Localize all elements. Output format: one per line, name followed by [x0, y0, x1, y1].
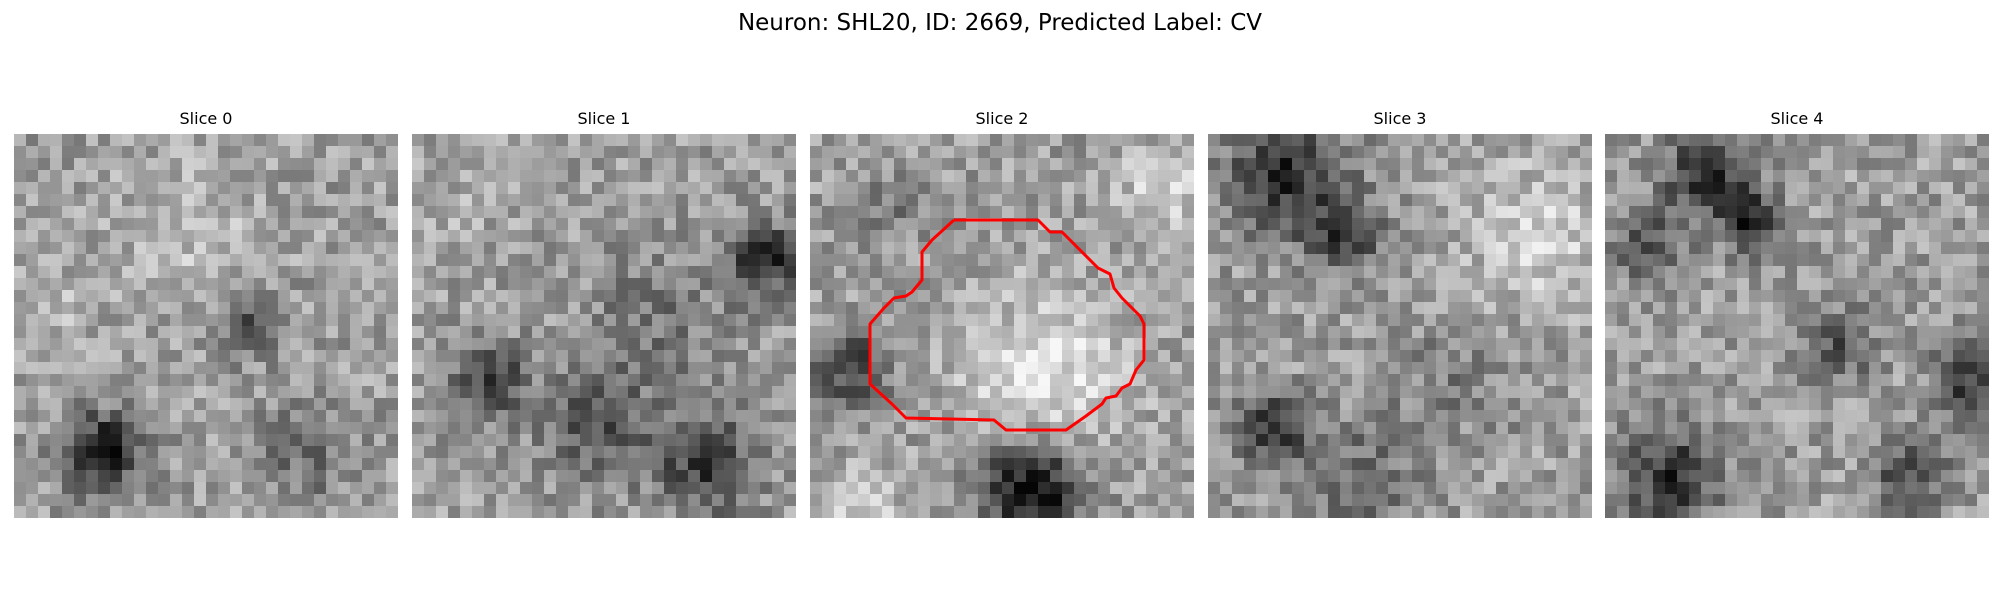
slice-image-0: [14, 134, 398, 518]
slice-image-4: [1605, 134, 1989, 518]
slice-panel-4: Slice 4: [1605, 104, 1989, 526]
slice-title-2: Slice 2: [975, 109, 1029, 128]
slice-title-1: Slice 1: [577, 109, 631, 128]
slice-pixels-0: [14, 134, 398, 518]
slice-image-3: [1208, 134, 1592, 518]
slice-image-1: [412, 134, 796, 518]
slice-panel-3: Slice 3: [1208, 104, 1592, 526]
slice-heatmap-4: [1605, 134, 1989, 518]
slice-title-0: Slice 0: [179, 109, 233, 128]
slice-panel-2: Slice 2: [810, 104, 1194, 526]
slice-title-3: Slice 3: [1373, 109, 1427, 128]
slice-heatmap-2: [810, 134, 1194, 518]
neuron-contour: [868, 218, 1146, 432]
slice-panel-0: Slice 0: [14, 104, 398, 526]
slice-pixels-1: [412, 134, 796, 518]
slice-pixels-2: [810, 134, 1194, 518]
figure-title: Neuron: SHL20, ID: 2669, Predicted Label…: [737, 10, 1263, 36]
slice-title-4: Slice 4: [1770, 109, 1824, 128]
slice-pixels-3: [1208, 134, 1592, 518]
slice-pixels-4: [1605, 134, 1989, 518]
slice-image-2: [810, 134, 1194, 518]
slice-heatmap-1: [412, 134, 796, 518]
slice-panel-1: Slice 1: [412, 104, 796, 526]
slice-heatmap-0: [14, 134, 398, 518]
slice-heatmap-3: [1208, 134, 1592, 518]
